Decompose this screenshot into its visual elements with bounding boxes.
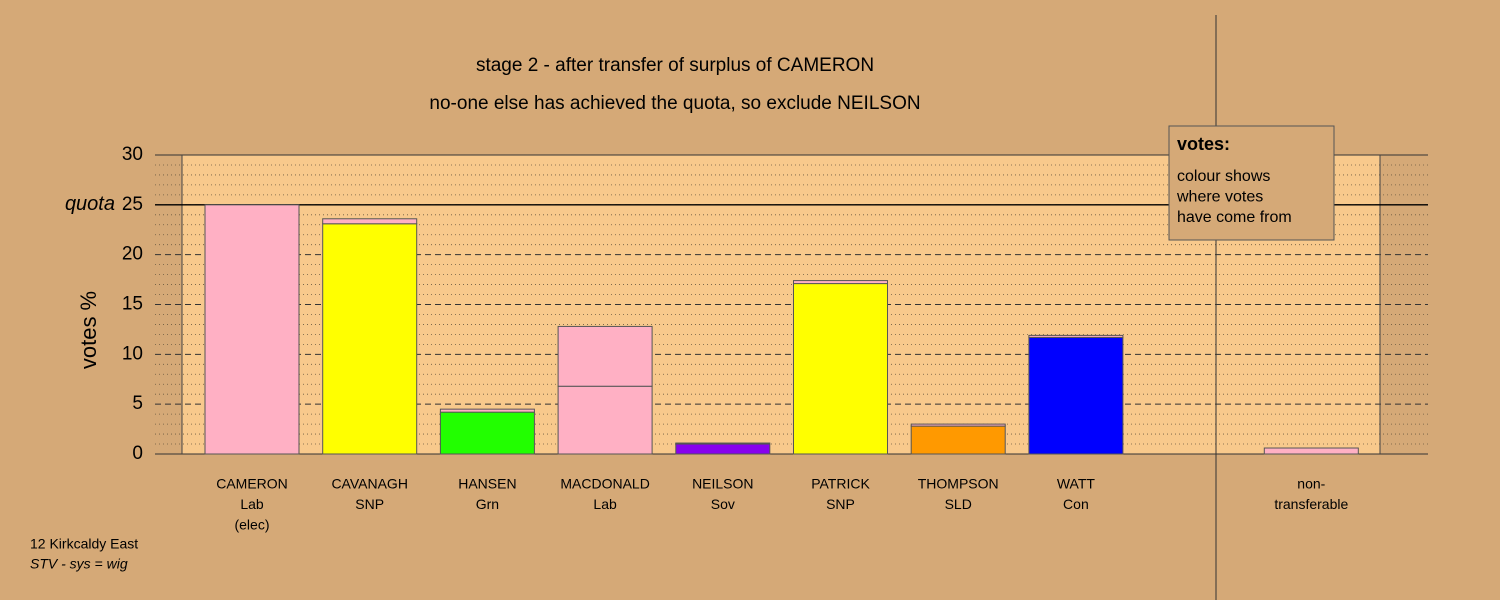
x-tick-label: SLD <box>945 496 972 512</box>
quota-label: quota <box>65 193 115 215</box>
bar-segment <box>675 443 771 455</box>
y-tick-label: 30 <box>122 144 143 165</box>
bar-segment <box>793 283 888 455</box>
bar-segment <box>793 280 888 285</box>
y-tick-label: 15 <box>122 294 143 315</box>
x-tick-label: (elec) <box>234 517 269 533</box>
bar-segment <box>204 204 300 455</box>
y-axis-label: votes % <box>76 291 101 369</box>
x-tick-label: WATT <box>1057 476 1096 492</box>
bar-segment <box>322 223 418 455</box>
footer-line: 12 Kirkcaldy East <box>30 536 138 552</box>
chart-title: stage 2 - after transfer of surplus of C… <box>476 55 874 76</box>
x-tick-label: SNP <box>355 496 384 512</box>
x-tick-label: SNP <box>826 496 855 512</box>
bar-segment <box>557 385 653 455</box>
x-tick-label: CAVANAGH <box>331 476 408 492</box>
note-heading: votes: <box>1177 134 1230 154</box>
x-tick-label: Lab <box>240 496 264 512</box>
bar-segment <box>439 408 535 413</box>
y-tick-label: 0 <box>132 443 143 464</box>
x-tick-label: Lab <box>593 496 617 512</box>
x-tick-label: CAMERON <box>216 476 288 492</box>
note-box <box>1168 125 1335 241</box>
note-line: where votes <box>1176 189 1263 206</box>
bar-segment <box>1263 447 1359 455</box>
note-line: colour shows <box>1177 168 1270 185</box>
x-tick-label: Sov <box>711 496 735 512</box>
bar-segment <box>910 423 1006 427</box>
chart-subtitle: no-one else has achieved the quota, so e… <box>429 93 920 114</box>
bar-segment <box>557 325 653 387</box>
x-tick-label: THOMPSON <box>918 476 999 492</box>
y-tick-label: 5 <box>132 393 143 414</box>
bar-segment <box>322 218 418 225</box>
y-tick-label: 25 <box>122 194 143 215</box>
bar-segment <box>1028 336 1124 455</box>
bar-segment <box>1028 334 1124 338</box>
x-tick-label: transferable <box>1274 496 1348 512</box>
y-tick-label: 10 <box>122 343 143 364</box>
y-tick-label: 20 <box>122 244 143 265</box>
bar-segment <box>439 411 535 455</box>
x-tick-label: HANSEN <box>458 476 516 492</box>
x-tick-label: NEILSON <box>692 476 753 492</box>
note-line: have come from <box>1177 209 1292 226</box>
x-tick-label: MACDONALD <box>560 476 649 492</box>
x-tick-label: non- <box>1297 476 1325 492</box>
footer-line: STV - sys = wig <box>30 556 128 572</box>
bar-segment <box>675 442 771 445</box>
bar-segment <box>910 425 1006 455</box>
x-tick-label: Grn <box>476 496 499 512</box>
x-tick-label: Con <box>1063 496 1089 512</box>
x-tick-label: PATRICK <box>811 476 870 492</box>
